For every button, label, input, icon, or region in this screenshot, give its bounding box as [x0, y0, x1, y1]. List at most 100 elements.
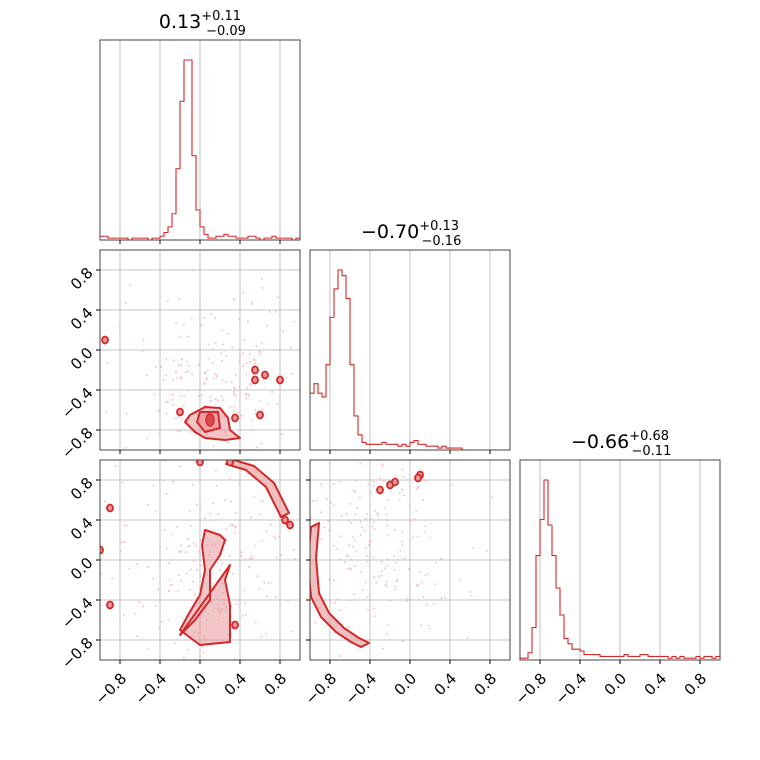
scatter-point	[174, 642, 177, 645]
scatter-point	[387, 533, 390, 536]
pair-panel-1-2	[100, 250, 300, 450]
scatter-point	[354, 539, 357, 542]
scatter-point	[199, 505, 202, 508]
scatter-point	[229, 406, 232, 409]
scatter-point	[158, 432, 161, 435]
scatter-point	[329, 600, 332, 603]
scatter-point	[485, 550, 488, 553]
scatter-point	[152, 577, 155, 580]
scatter-point	[169, 584, 172, 587]
scatter-point	[231, 523, 234, 526]
scatter-point	[402, 476, 405, 479]
scatter-point	[363, 529, 366, 532]
scatter-point	[206, 369, 209, 372]
title-median: −0.66	[571, 431, 629, 453]
scatter-point	[395, 561, 398, 564]
scatter-point	[287, 599, 290, 602]
scatter-point	[180, 418, 183, 421]
scatter-point	[232, 298, 235, 301]
scatter-point	[111, 577, 114, 580]
param-title-1: 0.13+0.11	[159, 9, 241, 33]
histogram-panel-2	[310, 250, 510, 451]
scatter-point	[386, 498, 389, 501]
scatter-point	[451, 483, 454, 486]
scatter-point	[267, 582, 270, 585]
scatter-point	[348, 502, 351, 505]
scatter-point	[314, 621, 317, 624]
scatter-point	[356, 507, 359, 510]
scatter-point	[104, 500, 107, 503]
scatter-point	[120, 541, 123, 544]
histogram-panel-3	[520, 460, 720, 660]
scatter-point	[210, 399, 213, 402]
scatter-point	[243, 589, 246, 592]
scatter-point	[387, 624, 390, 627]
scatter-point	[176, 416, 179, 419]
contour-island	[231, 620, 239, 630]
contour-island	[286, 520, 294, 530]
scatter-point	[153, 393, 156, 396]
scatter-point	[396, 558, 399, 561]
scatter-point	[221, 378, 224, 381]
scatter-point	[424, 525, 427, 528]
scatter-point	[190, 568, 193, 571]
histogram-panel-1	[100, 40, 300, 241]
scatter-point	[178, 550, 181, 553]
scatter-point	[124, 446, 127, 449]
scatter-point	[261, 499, 264, 502]
scatter-point	[123, 524, 126, 527]
scatter-point	[214, 469, 217, 472]
scatter-point	[424, 479, 427, 482]
scatter-point	[179, 394, 182, 397]
scatter-point	[266, 324, 269, 327]
title-minus-2: −0.16	[422, 234, 462, 249]
scatter-point	[328, 578, 331, 581]
scatter-point	[226, 441, 229, 444]
scatter-point	[350, 599, 353, 602]
scatter-point	[401, 540, 404, 543]
scatter-point	[187, 370, 190, 373]
pair-content	[100, 460, 300, 660]
x-tick-label: −0.4	[552, 670, 590, 708]
scatter-point	[230, 500, 233, 503]
scatter-point	[275, 556, 278, 559]
contour-band	[225, 460, 290, 518]
scatter-point	[160, 620, 163, 623]
scatter-point	[386, 558, 389, 561]
scatter-point	[165, 358, 168, 361]
scatter-point	[350, 558, 353, 561]
scatter-point	[202, 651, 205, 654]
scatter-point	[254, 408, 257, 411]
scatter-point	[236, 411, 239, 414]
scatter-point	[200, 564, 203, 567]
scatter-point	[406, 597, 409, 600]
scatter-point	[176, 429, 179, 432]
scatter-point	[392, 555, 395, 558]
scatter-point	[393, 568, 396, 571]
scatter-point	[364, 517, 367, 520]
scatter-point	[188, 509, 191, 512]
scatter-point	[209, 512, 212, 515]
y-tick-label: 0.0	[67, 554, 97, 584]
scatter-point	[128, 567, 131, 570]
scatter-point	[355, 550, 358, 553]
scatter-point	[189, 524, 192, 527]
scatter-point	[416, 535, 419, 538]
scatter-point	[263, 581, 266, 584]
scatter-point	[328, 462, 331, 465]
scatter-point	[352, 545, 355, 548]
scatter-point	[232, 524, 235, 527]
scatter-point	[167, 562, 170, 565]
scatter-point	[146, 503, 149, 506]
scatter-point	[311, 499, 314, 502]
scatter-point	[385, 580, 388, 583]
scatter-point	[191, 483, 194, 486]
title-plus: +0.13	[419, 219, 459, 234]
scatter-point	[273, 535, 276, 538]
scatter-point	[180, 376, 183, 379]
contour-island	[281, 515, 289, 525]
scatter-point	[420, 581, 423, 584]
scatter-point	[125, 412, 128, 415]
contour-band	[310, 522, 370, 648]
y-tick-label: −0.4	[58, 384, 96, 422]
